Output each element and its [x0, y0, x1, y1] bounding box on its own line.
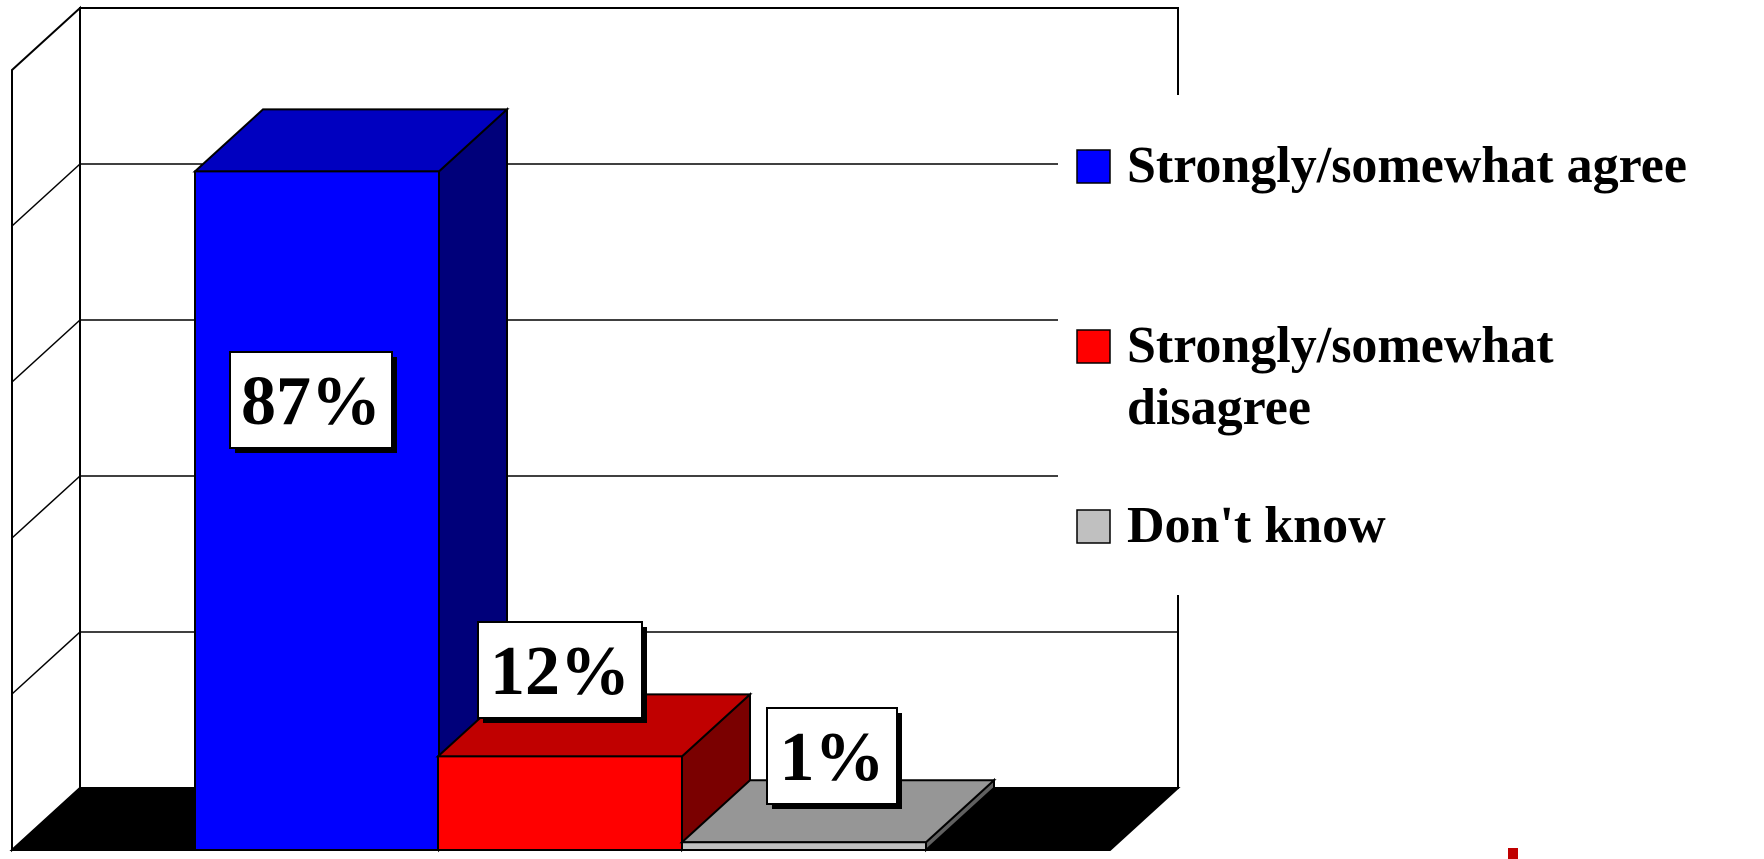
- data-label-2: 12%: [477, 621, 647, 723]
- data-label-box: [766, 707, 898, 805]
- data-label-text: 1%: [780, 719, 885, 796]
- legend-item-1: Strongly/somewhat agree: [1076, 137, 1687, 194]
- gridline-side: [11, 475, 81, 539]
- data-label-box: [477, 621, 643, 719]
- data-label-box: [229, 351, 393, 449]
- legend-label: disagree: [1127, 379, 1311, 436]
- data-label-text: 12%: [490, 633, 630, 710]
- side-wall: [11, 5, 81, 853]
- chart-data-labels: 87% 12% 1%: [229, 351, 902, 809]
- legend-swatch: [1076, 329, 1111, 364]
- legend-label: Don't know: [1127, 497, 1386, 554]
- bar-3: [679, 777, 997, 853]
- legend-background: [1058, 95, 1764, 595]
- gridline-side: [11, 163, 81, 227]
- bar-front: [194, 170, 440, 851]
- gridline-side: [11, 319, 81, 383]
- legend-label: Strongly/somewhat agree: [1127, 137, 1687, 194]
- data-label-3: 1%: [766, 707, 902, 809]
- legend-swatch: [1076, 149, 1111, 184]
- accent-mark: [1508, 848, 1518, 859]
- bar-front: [681, 841, 927, 851]
- gridline-side: [11, 631, 81, 695]
- chart-decoration: [1508, 848, 1518, 859]
- data-label-1: 87%: [229, 351, 397, 453]
- legend-label: Strongly/somewhat: [1127, 317, 1554, 374]
- legend-swatch: [1076, 509, 1111, 544]
- bar-front: [437, 755, 683, 851]
- chart-legend: Strongly/somewhat agree Strongly/somewhat…: [1058, 95, 1764, 595]
- legend-item-3: Don't know: [1076, 497, 1386, 554]
- data-label-text: 87%: [241, 363, 381, 440]
